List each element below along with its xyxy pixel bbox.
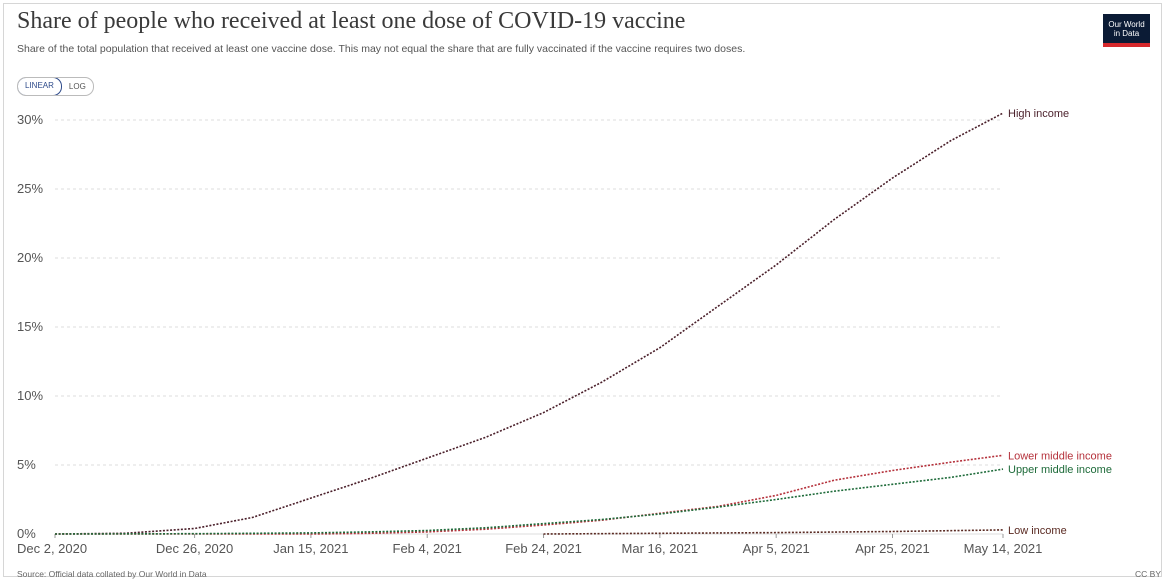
license-link[interactable]: CC BY <box>1135 569 1161 579</box>
log-scale-button[interactable]: LOG <box>68 82 86 91</box>
series-label: Low income <box>1008 525 1067 537</box>
logo-line-2: in Data <box>1113 29 1140 38</box>
y-tick-label: 30% <box>17 112 43 127</box>
series-line-low-income <box>543 529 1004 535</box>
x-tick-label: Feb 4, 2021 <box>393 541 462 556</box>
chart-title: Share of people who received at least on… <box>17 8 686 34</box>
series-line-high-income <box>54 112 1004 535</box>
linear-scale-button[interactable]: LINEAR <box>17 78 62 95</box>
y-tick-label: 5% <box>17 457 36 472</box>
x-tick-label: Feb 24, 2021 <box>505 541 582 556</box>
series-label: High income <box>1008 108 1069 120</box>
y-tick-label: 15% <box>17 319 43 334</box>
y-tick-label: 10% <box>17 388 43 403</box>
chart-subtitle: Share of the total population that recei… <box>17 43 746 55</box>
scale-toggle: LINEAR LOG <box>17 77 94 96</box>
x-tick-label: Jan 15, 2021 <box>273 541 348 556</box>
x-tick-label: Mar 16, 2021 <box>622 541 699 556</box>
y-tick-label: 0% <box>17 526 36 541</box>
x-tick-label: Apr 5, 2021 <box>743 541 810 556</box>
owid-logo[interactable]: Our World in Data <box>1103 14 1150 47</box>
series-label: Upper middle income <box>1008 464 1112 476</box>
chart-frame <box>3 3 1162 577</box>
logo-line-1: Our World <box>1108 20 1145 29</box>
x-tick-label: Dec 2, 2020 <box>17 541 87 556</box>
x-tick-label: Dec 26, 2020 <box>156 541 233 556</box>
source-note: Source: Official data collated by Our Wo… <box>17 569 207 579</box>
series-label: Lower middle income <box>1008 450 1112 462</box>
y-tick-label: 20% <box>17 250 43 265</box>
x-tick-label: May 14, 2021 <box>964 541 1043 556</box>
y-tick-label: 25% <box>17 181 43 196</box>
series-line-lower-middle-income <box>55 454 1004 535</box>
series-line-upper-middle-income <box>54 468 1004 535</box>
x-tick-label: Apr 25, 2021 <box>855 541 929 556</box>
